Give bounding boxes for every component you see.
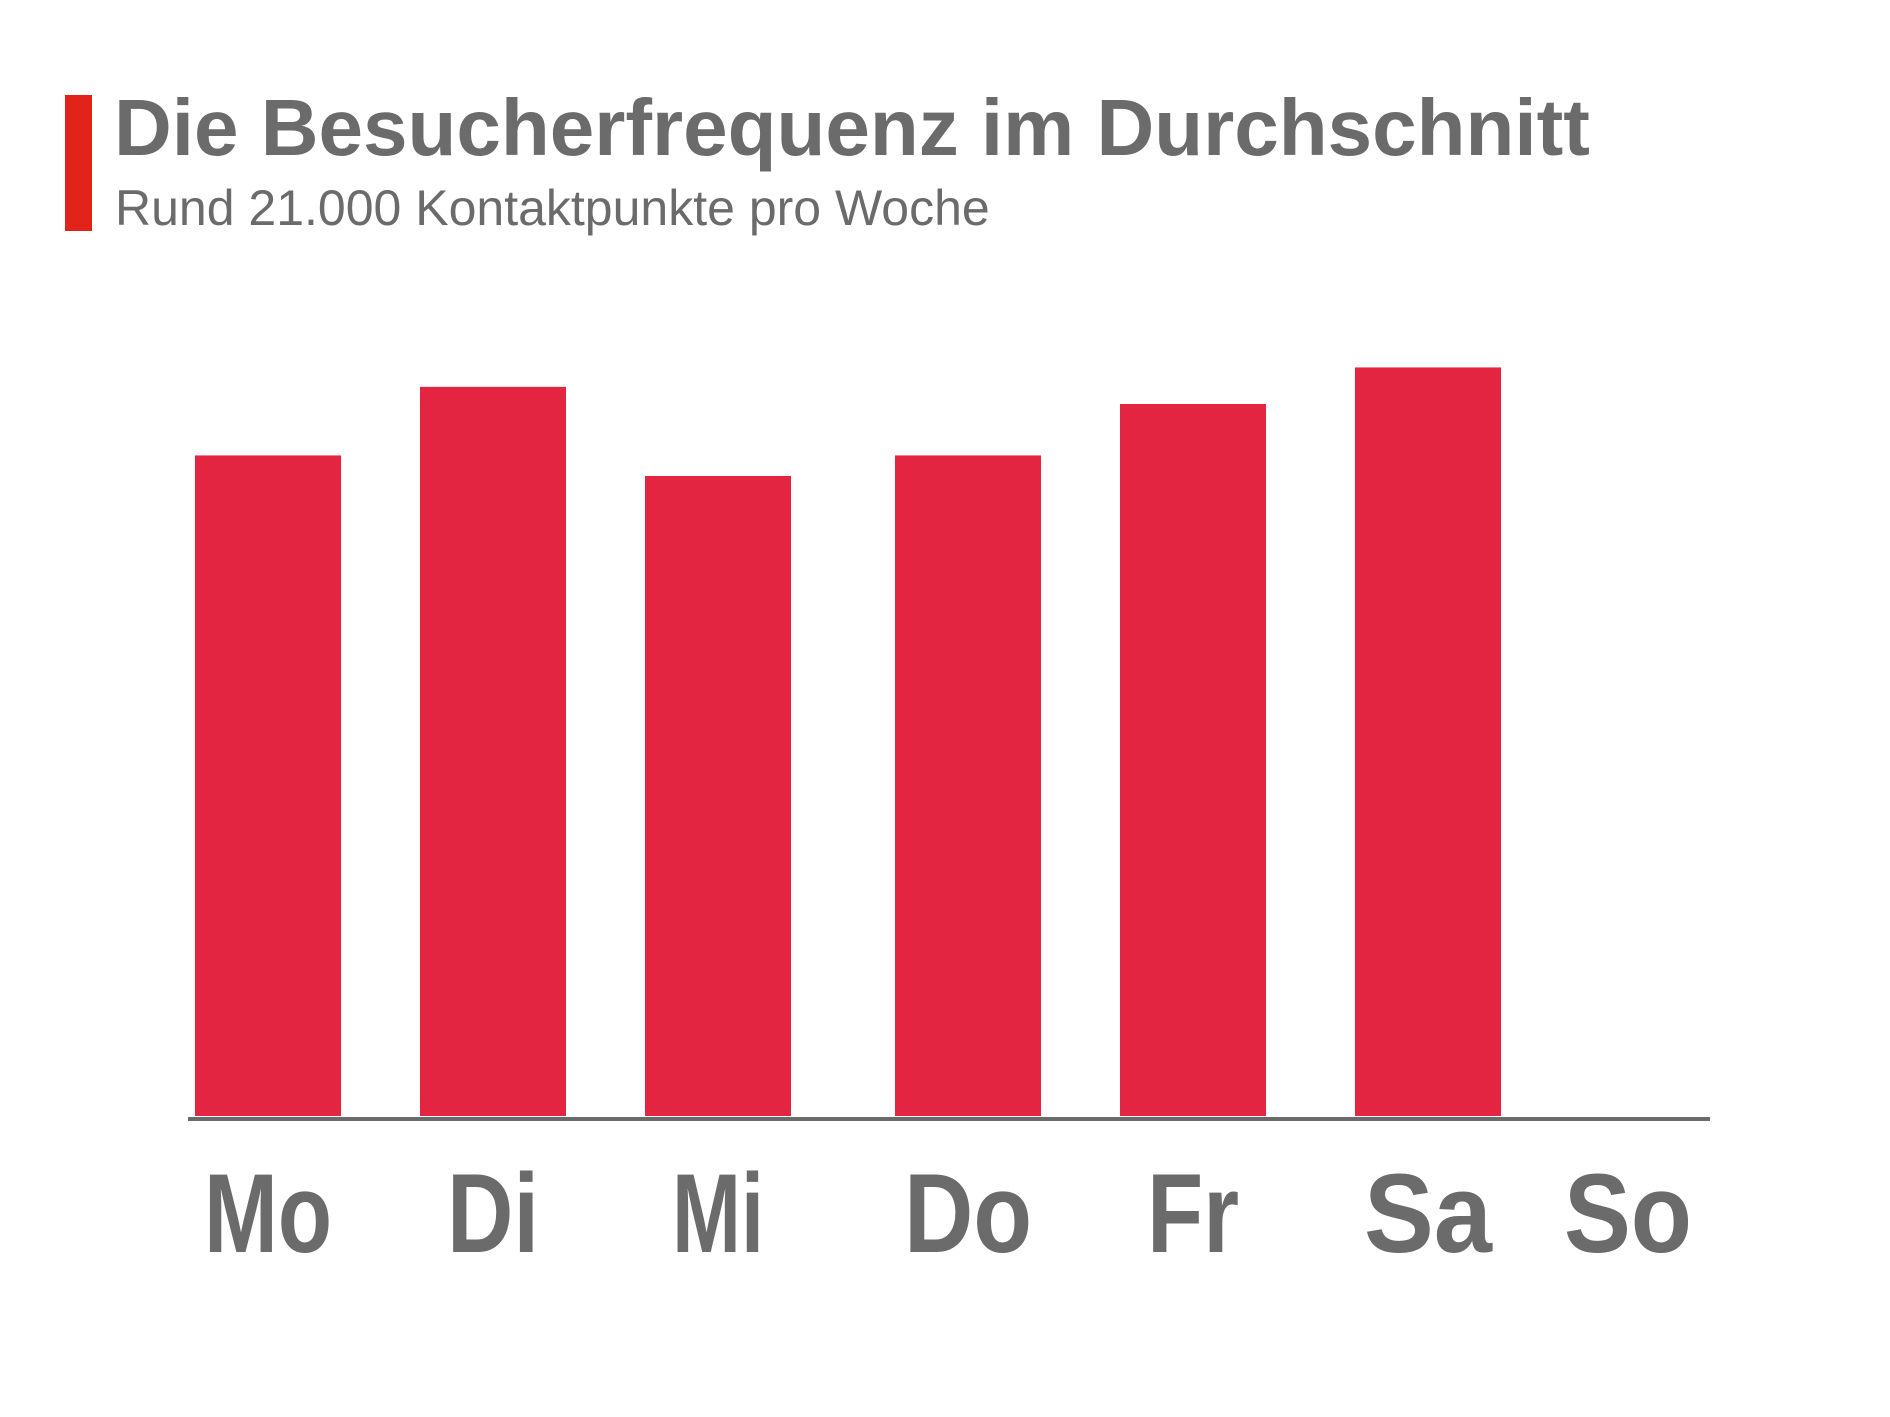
tick-label-sa: Sa [1364,1151,1493,1276]
tick-label-do: Do [904,1151,1032,1276]
bar-group [195,367,1501,1116]
tick-label-di: Di [447,1151,539,1276]
bar-mi [645,476,791,1116]
tick-label-mo: Mo [204,1151,332,1276]
bar-fr [1120,404,1266,1116]
chart-title: Die Besucherfrequenz im Durchschnitt [114,83,1590,172]
bar-mo [195,455,341,1116]
bar-do [895,455,1041,1116]
title-accent-bar [65,95,92,231]
chart-subtitle: Rund 21.000 Kontaktpunkte pro Woche [115,180,990,236]
tick-label-mi: Mi [672,1151,764,1276]
bar-di [420,386,566,1116]
tick-label-fr: Fr [1147,1151,1239,1276]
bar-sa [1355,367,1501,1116]
x-axis-tick-labels: Mo Di Mi Do Fr Sa So [204,1151,1692,1276]
tick-label-so: So [1564,1151,1692,1276]
